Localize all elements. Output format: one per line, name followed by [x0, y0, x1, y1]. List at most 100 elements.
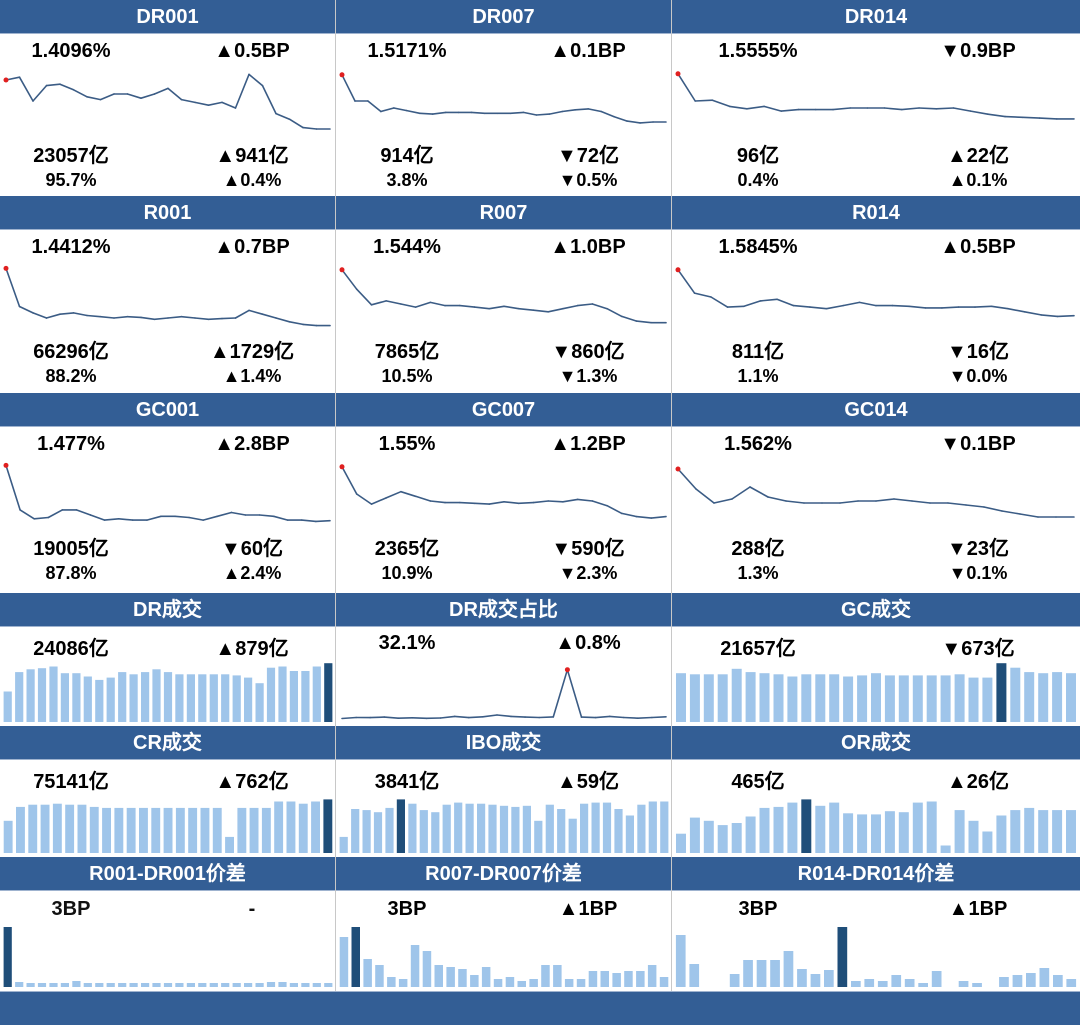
line-segment [694, 99, 714, 102]
line-segment [45, 83, 61, 87]
bar [89, 806, 99, 853]
bar [614, 809, 623, 853]
row1-value-change: ▲2.8BP [214, 433, 290, 455]
bar [1024, 807, 1035, 853]
bar [926, 801, 937, 853]
bar [28, 804, 38, 853]
line-segment [89, 514, 106, 521]
bar [1039, 968, 1050, 987]
panel-dr007: DR007 1.5171% ▲0.1BP 914亿 ▼72亿 3.8% ▼0.5% [336, 0, 672, 196]
line-segment [759, 298, 778, 302]
line-segment [174, 515, 190, 519]
line-segment [207, 317, 223, 321]
line-segment [470, 111, 486, 115]
panel-dr014: DR014 1.5555% ▼0.9BP 96亿 ▲22亿 0.4% ▲0.1% [672, 0, 1080, 196]
line-segment [341, 269, 358, 291]
bar [188, 807, 198, 853]
line-segment [117, 517, 134, 521]
bar [529, 979, 538, 987]
ibo_volume-chart [339, 799, 669, 853]
line-segment [315, 519, 331, 523]
bar [442, 804, 451, 853]
line-segment [842, 301, 861, 307]
panel-title: DR007 [336, 0, 671, 34]
panel-dr_volume_share: DR成交占比 32.1% ▲0.8% [336, 593, 672, 726]
bar [362, 810, 371, 853]
line-segment [302, 323, 318, 327]
bar [37, 668, 47, 722]
line-segment [728, 105, 748, 110]
row3-value-change: ▲1.4% [222, 366, 282, 386]
line-segment [140, 93, 156, 100]
line-segment [1021, 116, 1041, 119]
bar [1066, 673, 1076, 722]
panel-gc001: GC001 1.477% ▲2.8BP 19005亿 ▼60亿 87.8% ▲2.4% [0, 393, 336, 593]
bar [602, 802, 612, 853]
bar [797, 969, 807, 987]
line-segment [743, 300, 762, 308]
bar [152, 669, 161, 722]
bar [576, 979, 586, 987]
bar [580, 803, 589, 853]
bar [801, 674, 812, 722]
line-segment [1038, 117, 1058, 120]
line-segment [626, 120, 641, 124]
bar [564, 979, 574, 987]
bar [221, 983, 230, 987]
bar [1066, 810, 1076, 853]
row3-value-level: 10.9% [381, 563, 433, 583]
r001-chart [3, 265, 331, 327]
line-segment [99, 315, 115, 319]
panel-r014_dr014_spread: R014-DR014价差 3BP ▲1BP [672, 857, 1080, 991]
bar [186, 983, 195, 987]
line-segment [941, 306, 960, 309]
bar [83, 676, 92, 722]
panel-title: GC007 [336, 393, 671, 427]
bar [1012, 975, 1023, 987]
current-point-marker [339, 464, 345, 470]
row1-value-level: 24086亿 [33, 638, 109, 660]
row1-value-level: 21657亿 [720, 638, 796, 660]
panel-dr001: DR001 1.4096% ▲0.5BP 23057亿 ▲941亿 95.7% ▲0.4% [0, 0, 336, 196]
bar [843, 676, 854, 722]
line-segment [809, 306, 828, 310]
line-segment [552, 668, 569, 718]
row1-value-change: ▲0.1BP [550, 40, 626, 62]
bar [612, 973, 621, 987]
bar [898, 675, 909, 722]
line-segment [429, 500, 446, 504]
line-segment [414, 495, 432, 502]
bar [396, 799, 405, 853]
line-segment [33, 516, 50, 520]
panel-title: R007 [336, 196, 671, 230]
bar [884, 811, 895, 853]
bar [375, 965, 384, 987]
bar [1010, 667, 1021, 722]
line-segment [275, 317, 291, 323]
bar [557, 809, 566, 853]
line-segment [713, 498, 733, 504]
bar [745, 672, 756, 722]
line-segment [726, 305, 745, 308]
bar [129, 674, 138, 722]
bar [857, 675, 868, 722]
line-segment [651, 715, 667, 719]
row2-value-change: ▼23亿 [946, 538, 1010, 560]
bar [237, 807, 247, 853]
bar [904, 979, 915, 987]
bar [815, 805, 826, 853]
line-segment [974, 305, 993, 308]
row3-value-change: ▲2.4% [222, 563, 282, 583]
bar [829, 674, 840, 722]
bar [102, 807, 111, 853]
line-segment [103, 517, 120, 521]
row3-value-level: 1.3% [737, 563, 779, 583]
bar [864, 979, 875, 987]
row1-value-level: 75141亿 [33, 771, 109, 793]
bar [139, 807, 148, 853]
bar [163, 983, 173, 987]
bar [212, 807, 222, 853]
bar [129, 983, 138, 987]
line-segment [47, 509, 64, 519]
line-segment [32, 84, 48, 102]
